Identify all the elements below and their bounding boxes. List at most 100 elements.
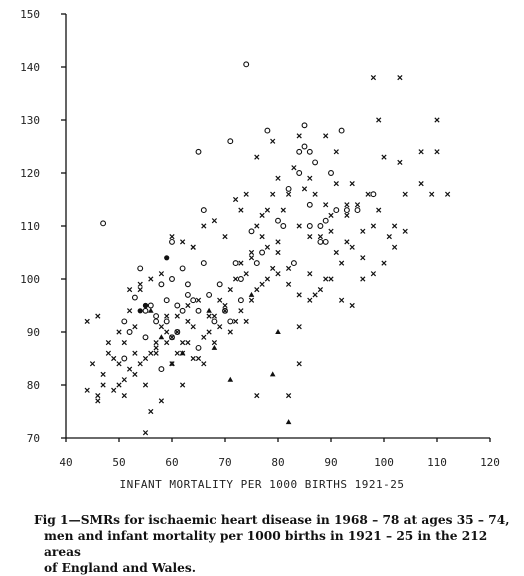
data-point-cross <box>285 265 292 272</box>
data-point-cross <box>121 377 127 383</box>
chart-axes: 40 50 60 70 80 90 100 110 120 70 80 90 100 110 120 130 1… <box>20 8 500 469</box>
data-point-cross <box>285 191 292 197</box>
y-tick-label: 70 <box>27 432 40 445</box>
data-point-cross <box>211 313 218 319</box>
data-point-cross <box>158 398 165 404</box>
data-point-cross <box>217 324 223 330</box>
data-point-cross <box>333 149 339 155</box>
data-point-circle <box>306 223 313 229</box>
data-point-cross <box>179 239 186 245</box>
data-point-cross <box>248 249 255 256</box>
data-point-circle <box>100 220 107 227</box>
data-point-cross <box>381 154 387 160</box>
data-point-cross <box>418 180 424 187</box>
data-point-cross <box>323 276 329 282</box>
data-point-circle <box>275 217 281 224</box>
data-point-circle <box>179 307 186 314</box>
data-point-cross <box>243 318 249 325</box>
data-point-cross <box>121 339 127 346</box>
y-tick-label: 90 <box>27 326 40 339</box>
scatter-chart: 40 50 60 70 80 90 100 110 120 70 80 90 100 110 120 130 1… <box>20 8 500 491</box>
data-point-circle <box>312 159 319 166</box>
data-point-dot <box>142 302 149 309</box>
data-point-cross <box>142 355 149 362</box>
data-point-circle <box>158 281 165 288</box>
data-point-circle <box>306 201 313 208</box>
data-point-circle <box>232 260 239 267</box>
data-point-cross <box>100 382 106 388</box>
data-point-cross <box>349 180 355 187</box>
data-point-cross <box>307 175 313 181</box>
data-point-circle <box>216 281 223 288</box>
data-point-dot <box>137 308 143 314</box>
data-point-cross <box>232 318 239 325</box>
data-point-cross <box>434 149 440 155</box>
data-point-cross <box>270 191 276 197</box>
data-point-circle <box>280 223 287 229</box>
data-point-circle <box>211 318 218 325</box>
data-point-cross <box>386 233 392 240</box>
data-point-circle <box>296 170 303 176</box>
data-point-dot <box>164 255 170 261</box>
data-point-cross <box>285 281 292 287</box>
data-point-cross <box>259 281 265 287</box>
data-point-cross <box>344 212 350 219</box>
data-point-cross <box>227 286 233 293</box>
data-point-cross <box>248 297 255 303</box>
data-point-cross <box>206 313 212 319</box>
data-point-cross <box>89 361 96 367</box>
data-point-circle <box>317 238 324 245</box>
data-point-circle <box>248 228 255 235</box>
data-point-cross <box>137 361 143 367</box>
data-point-cross <box>402 191 408 197</box>
data-point-circle <box>158 366 165 373</box>
data-point-cross <box>195 355 202 362</box>
data-point-cross <box>338 260 345 266</box>
data-point-circle <box>195 148 202 155</box>
data-point-circle <box>285 185 292 192</box>
data-point-triangle <box>148 307 154 313</box>
data-point-cross <box>429 191 435 197</box>
data-point-cross <box>243 271 249 277</box>
data-point-circle <box>243 61 250 68</box>
data-point-cross <box>365 191 371 197</box>
data-point-cross <box>174 350 180 356</box>
data-point-circle <box>163 297 170 304</box>
data-point-circle <box>190 297 197 304</box>
x-tick-label: 60 <box>165 456 178 469</box>
data-point-cross <box>296 324 302 330</box>
data-point-cross <box>264 244 271 250</box>
x-tick-label: 70 <box>218 456 231 469</box>
data-point-cross <box>132 371 138 378</box>
data-point-cross <box>217 297 223 303</box>
x-tick-label: 80 <box>271 456 284 469</box>
data-point-cross <box>349 302 355 309</box>
data-point-circle <box>121 355 128 362</box>
data-point-cross <box>275 271 281 277</box>
x-tick-label: 90 <box>324 456 337 469</box>
data-point-cross <box>105 339 112 346</box>
data-point-triangle <box>211 344 218 350</box>
data-point-cross <box>254 286 260 293</box>
data-point-circle <box>322 217 329 224</box>
data-point-cross <box>148 276 154 282</box>
data-point-cross <box>275 175 281 181</box>
data-point-cross <box>354 202 361 208</box>
data-point-circle <box>370 191 377 198</box>
data-point-cross <box>323 202 329 208</box>
data-point-cross <box>328 228 334 234</box>
data-point-circle <box>131 294 138 301</box>
data-point-circle <box>163 318 170 325</box>
data-point-cross <box>370 74 377 81</box>
data-point-cross <box>360 255 366 261</box>
x-axis-label: INFANT MORTALITY PER 1000 BIRTHS 1921-25 <box>120 478 405 491</box>
data-point-cross <box>376 207 382 213</box>
data-point-cross <box>254 154 260 160</box>
data-point-cross <box>376 117 382 123</box>
data-point-circle <box>169 334 175 341</box>
data-point-circle <box>184 281 191 288</box>
data-point-circle <box>328 170 334 176</box>
data-point-cross <box>338 297 345 303</box>
data-point-cross <box>190 244 196 250</box>
data-point-cross <box>312 191 318 197</box>
